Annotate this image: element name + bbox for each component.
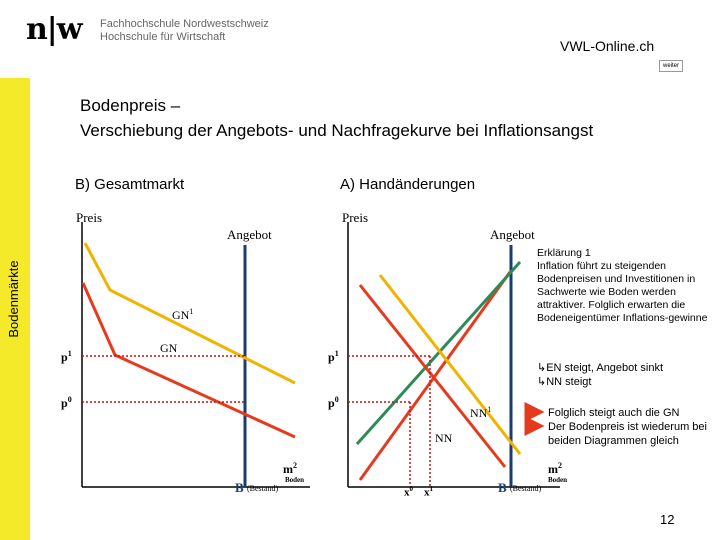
left-x-axis-note: Boden [285, 476, 305, 484]
bullet-arrow-item: ↳EN steigt, Angebot sinkt [537, 362, 664, 374]
right-x-text: m [548, 462, 558, 476]
left-p0-label: p0 [61, 395, 72, 411]
explanation-title: Erklärung 1 [537, 247, 591, 259]
right-nn-label: NN [435, 431, 453, 445]
bullet-text: EN steigt, Angebot sinkt [546, 362, 664, 374]
right-p0-text: p [328, 396, 335, 410]
left-gn-label: GN [160, 341, 178, 355]
left-stock-label: B [235, 480, 244, 495]
bullet-item: Folglich steigt auch die GN [548, 407, 680, 419]
right-demand-nn1 [378, 274, 522, 455]
left-p0-sup: 0 [67, 395, 72, 404]
right-x-sup: 2 [558, 461, 562, 470]
left-gn1-sup: 1 [189, 307, 194, 316]
left-demand-gn1 [83, 242, 296, 385]
right-chart-heading: A) Handänderungen [340, 176, 476, 193]
right-nn1-text: NN [470, 406, 488, 420]
right-supply-old [358, 271, 512, 481]
left-y-axis-label: Preis [76, 210, 102, 225]
right-x0-sup: 0 [409, 485, 414, 493]
right-x1-text: x [424, 486, 430, 499]
right-p1-sup: 1 [334, 349, 339, 358]
bullet-item: Der Bodenpreis ist wiederum bei beiden D… [548, 421, 707, 447]
right-y-axis-label: Preis [342, 210, 368, 225]
logo-mark: n|w [26, 12, 83, 47]
right-x1-sup: 1 [429, 485, 434, 493]
right-supply-new [355, 260, 522, 446]
left-demand-gn [81, 282, 296, 439]
left-p1-label: p1 [61, 349, 72, 365]
right-x-axis-label: m2 [548, 461, 562, 477]
right-x1-label: x1 [424, 485, 433, 499]
right-nn1-label: NN1 [470, 405, 491, 421]
bullet-arrow-item: ↳NN steigt [537, 376, 592, 388]
sidebar-band [0, 78, 30, 540]
site-name[interactable]: VWL-Online.ch [560, 38, 655, 54]
right-supply-label: Angebot [490, 227, 535, 242]
left-x-sup: 2 [293, 461, 297, 470]
left-p0-text: p [61, 396, 68, 410]
right-p0-label: p0 [328, 395, 339, 411]
right-p1-text: p [328, 350, 335, 364]
institution-name: Fachhochschule Nordwestschweiz [100, 18, 269, 30]
bullet-text: NN steigt [546, 376, 592, 388]
page-number: 12 [660, 512, 675, 527]
left-gn1-text: GN [172, 308, 190, 322]
right-demand-nn [358, 284, 507, 468]
explanation-text: Inflation führt zu steigenden Bodenpreis… [537, 260, 708, 324]
left-gn1-label: GN1 [172, 307, 193, 323]
explanation-bullets-2: Folglich steigt auch die GN Der Bodenpre… [530, 406, 716, 448]
left-chart-heading: B) Gesamtmarkt [75, 176, 185, 193]
left-x-axis-label: m2 [283, 461, 297, 477]
school-name: Hochschule für Wirtschaft [100, 31, 226, 43]
left-stock-note: (Bestand) [247, 484, 279, 493]
explanation-box: Erklärung 1 Inflation führt zu steigende… [537, 247, 715, 325]
left-p1-sup: 1 [67, 349, 72, 358]
left-x-text: m [283, 462, 293, 476]
next-button[interactable]: weiter [659, 60, 683, 72]
fhnw-logo: n|w [26, 12, 83, 48]
page-title: Bodenpreis – [80, 96, 181, 115]
right-nn1-sup: 1 [487, 405, 492, 414]
right-x0-label: x0 [404, 485, 413, 499]
right-x0-text: x [404, 486, 410, 499]
right-x-axis-note: Boden [548, 476, 568, 484]
left-supply-label: Angebot [227, 227, 272, 242]
right-stock-label: B [498, 480, 507, 495]
page-subtitle: Verschiebung der Angebots- und Nachfrage… [80, 121, 594, 140]
right-p0-sup: 0 [334, 395, 339, 404]
right-stock-note: (Bestand) [510, 484, 542, 493]
left-p1-text: p [61, 350, 68, 364]
explanation-bullets-1: ↳EN steigt, Angebot sinkt ↳NN steigt [537, 361, 663, 389]
right-p1-label: p1 [328, 349, 339, 365]
